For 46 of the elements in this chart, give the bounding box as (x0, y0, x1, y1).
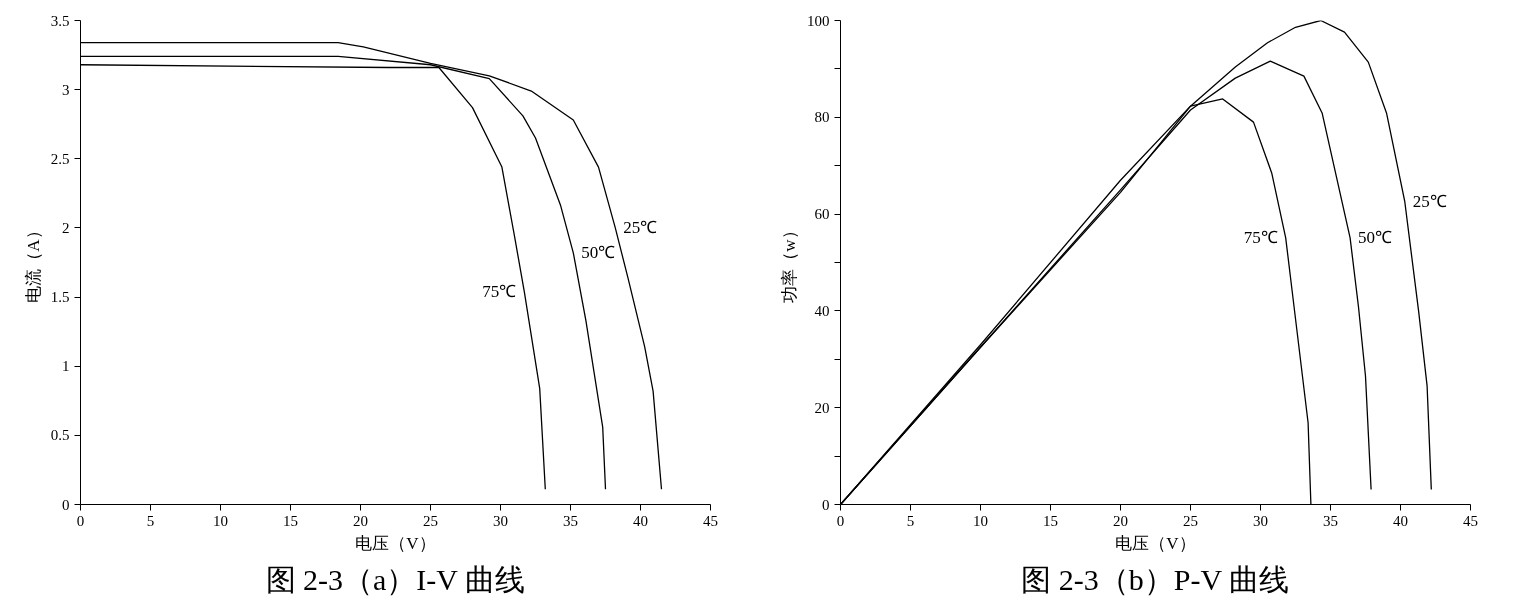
x-tick-label: 15 (283, 512, 298, 529)
text: 图 2-3（b）P-V 曲线 (1021, 562, 1290, 596)
y-axis-title: 功率（w） (780, 222, 799, 303)
y-tick-label: 60 (814, 206, 830, 223)
series-label: 50℃ (581, 243, 616, 263)
x-tick-label: 25 (423, 512, 438, 529)
x-axis-title: 电压（V） (355, 533, 436, 553)
x-tick-label: 15 (1043, 512, 1058, 529)
x-tick-label: 35 (563, 512, 578, 529)
x-tick-label: 5 (906, 512, 915, 529)
x-tick-label: 10 (213, 512, 228, 529)
x-tick-label: 25 (1183, 512, 1198, 529)
x-tick-label: 30 (1253, 512, 1268, 529)
y-tick-label: 0 (822, 496, 830, 513)
y-tick-label: 1 (62, 358, 70, 375)
x-tick-label: 40 (1393, 512, 1408, 529)
x-tick-label: 5 (146, 512, 155, 529)
series-label: 25℃ (1412, 191, 1447, 211)
x-tick-label: 20 (1113, 512, 1128, 529)
y-tick-label: 3.5 (50, 12, 70, 29)
x-tick-label: 45 (703, 512, 718, 529)
y-tick-label: 2.5 (50, 150, 70, 167)
x-tick-label: 35 (1323, 512, 1338, 529)
x-tick-label: 45 (1463, 512, 1478, 529)
y-tick-label: 100 (807, 12, 830, 29)
series-label: 75℃ (1243, 228, 1278, 248)
x-tick-label: 40 (633, 512, 648, 529)
y-tick-label: 0.5 (50, 427, 70, 444)
series-label: 25℃ (623, 218, 658, 238)
y-tick-label: 40 (814, 302, 830, 319)
series-label: 50℃ (1358, 228, 1393, 248)
y-tick-label: 0 (62, 496, 70, 513)
y-tick-label: 80 (814, 109, 830, 126)
x-tick-label: 0 (836, 512, 845, 529)
y-axis-title: 电流（A） (23, 222, 43, 303)
x-tick-label: 0 (76, 512, 85, 529)
series-label: 75℃ (482, 282, 517, 302)
y-tick-label: 1.5 (50, 289, 70, 306)
x-tick-label: 30 (493, 512, 508, 529)
y-tick-label: 2 (62, 219, 70, 236)
x-tick-label: 20 (353, 512, 368, 529)
x-axis-title: 电压（V） (1115, 533, 1196, 553)
y-tick-label: 20 (814, 399, 830, 416)
y-tick-label: 3 (62, 81, 70, 98)
text: 图 2-3（a）I-V 曲线 (265, 562, 525, 596)
x-tick-label: 10 (973, 512, 988, 529)
